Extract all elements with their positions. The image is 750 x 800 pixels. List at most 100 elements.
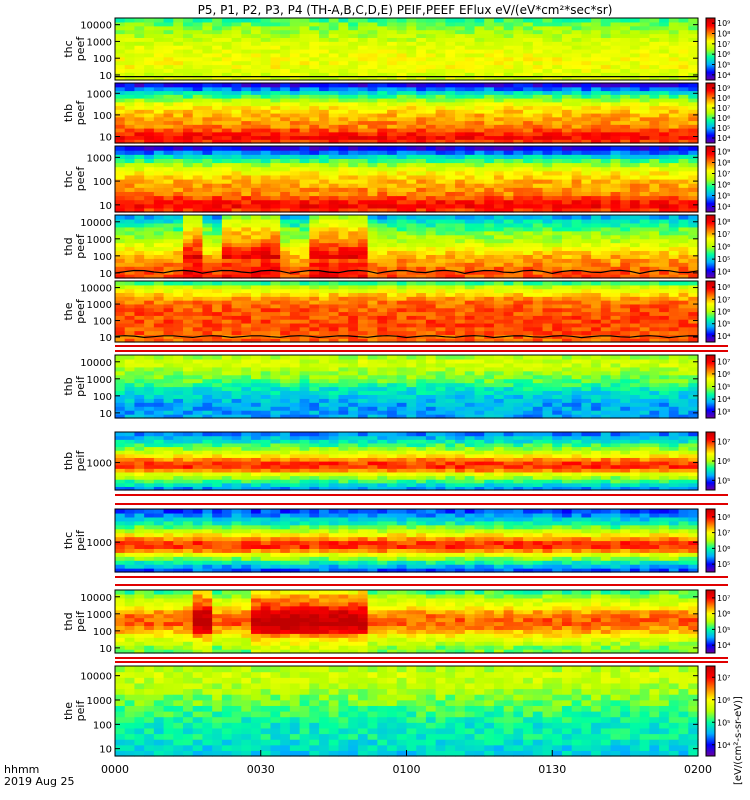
probe-label: thb bbox=[62, 452, 75, 470]
colorbar-tick-label: 10⁷ bbox=[717, 295, 730, 304]
y-tick-label: 10000 bbox=[80, 284, 112, 295]
y-tick-label: 100 bbox=[93, 111, 112, 122]
panel-8: 1000 thc peif 10⁵ 10⁶ 10⁷ 10⁸ bbox=[62, 508, 730, 573]
y-tick-label: 100 bbox=[93, 720, 112, 731]
colorbar-tick-label: 10⁶ bbox=[717, 50, 730, 59]
heatmap-cells bbox=[115, 83, 699, 144]
colorbar-units-label: [eV/(cm²-s-sr-eV)] bbox=[733, 696, 744, 785]
colorbar-tick-label: 10⁷ bbox=[717, 230, 730, 239]
panel-5: 10000 1000 100 10 the peef 10⁴ 10⁵ 10⁶ 10⁷ 10⁸ bbox=[62, 280, 730, 344]
colorbar-tick-label: 10⁵ bbox=[717, 192, 730, 201]
colorbar-tick-label: 10³ bbox=[717, 408, 730, 417]
colorbar: 10⁴ 10⁵ 10⁶ 10⁷ 10⁸ bbox=[705, 280, 730, 343]
product-label: peef bbox=[74, 298, 87, 324]
colorbar: 10⁴ 10⁵ 10⁶ 10⁷ bbox=[705, 589, 730, 654]
colorbar-tick-label: 10⁵ bbox=[717, 718, 730, 727]
colorbar-tick-label: 10⁶ bbox=[717, 114, 730, 123]
colorbar: 10⁴ 10⁵ 10⁶ 10⁷ bbox=[705, 665, 730, 757]
colorbar-tick-label: 10⁵ bbox=[717, 320, 730, 329]
y-tick-label: 100 bbox=[93, 392, 112, 403]
x-tick-label: 0200 bbox=[684, 763, 712, 776]
colorbar-tick-label: 10⁷ bbox=[717, 594, 730, 603]
colorbar-tick-label: 10⁹ bbox=[717, 19, 730, 28]
y-tick-label: 10000 bbox=[80, 672, 112, 683]
colorbar-tick-label: 10⁸ bbox=[717, 30, 730, 39]
heatmap-cells bbox=[115, 18, 699, 81]
colorbar-tick-label: 10⁴ bbox=[717, 134, 730, 143]
y-tick-label: 100 bbox=[93, 177, 112, 188]
colorbar-tick-label: 10⁹ bbox=[717, 148, 730, 157]
panel-6: 10000 1000 100 10 thb peif 10³ 10⁴ 10⁵ 10⁶ 10⁷ bbox=[62, 354, 730, 420]
colorbar: 10⁴ 10⁵ 10⁶ 10⁷ 10⁸ bbox=[705, 214, 730, 279]
panel-3: 1000 100 10 thc peef 10⁴ 10⁵ 10⁶ 10⁷ 10⁸ 10⁹ bbox=[62, 145, 730, 213]
panel-frame bbox=[114, 145, 699, 213]
colorbar-tick-label: 10⁶ bbox=[717, 308, 730, 317]
colorbar-tick-label: 10⁴ bbox=[717, 395, 730, 404]
colorbar-tick-label: 10⁵ bbox=[717, 383, 730, 392]
y-tick-label: 1000 bbox=[87, 153, 112, 164]
y-tick-label: 10 bbox=[99, 201, 112, 212]
colorbar-tick-label: 10⁵ bbox=[717, 476, 730, 485]
colorbar-tick-label: 10⁸ bbox=[717, 217, 730, 226]
y-tick-label: 10 bbox=[99, 269, 112, 280]
colorbar-tick-label: 10⁸ bbox=[717, 94, 730, 103]
x-tick-label: 0030 bbox=[247, 763, 275, 776]
colorbar-tick-label: 10⁴ bbox=[717, 332, 730, 341]
colorbar-tick-label: 10⁸ bbox=[717, 513, 730, 522]
colorbar-tick-label: 10⁴ bbox=[717, 641, 730, 650]
y-tick-label: 1000 bbox=[87, 37, 112, 48]
colorbar-tick-label: 10⁵ bbox=[717, 560, 730, 569]
colorbar-tick-label: 10⁵ bbox=[717, 61, 730, 70]
y-tick-label: 1000 bbox=[87, 610, 112, 621]
product-label: peif bbox=[74, 375, 87, 397]
product-label: peef bbox=[74, 233, 87, 259]
heatmap-cells bbox=[115, 509, 699, 573]
y-tick-label: 100 bbox=[93, 252, 112, 263]
colorbar-tick-label: 10⁵ bbox=[717, 625, 730, 634]
panel-7: 1000 thb peif 10⁵ 10⁶ 10⁷ bbox=[62, 431, 730, 491]
colorbar-tick-label: 10⁶ bbox=[717, 544, 730, 553]
probe-label: thd bbox=[62, 612, 75, 630]
colorbar-tick-label: 10⁹ bbox=[717, 84, 730, 93]
x-tick-label: 0130 bbox=[538, 763, 566, 776]
colorbar: 10⁵ 10⁶ 10⁷ 10⁸ bbox=[705, 508, 730, 573]
probe-label: thc bbox=[62, 532, 75, 549]
y-tick-label: 10 bbox=[99, 333, 112, 344]
y-tick-label: 1000 bbox=[87, 300, 112, 311]
y-tick-label: 10000 bbox=[80, 21, 112, 32]
separator bbox=[115, 576, 728, 586]
y-tick-label: 100 bbox=[93, 317, 112, 328]
time-corner-label: hhmm bbox=[4, 763, 39, 776]
y-tick-label: 10 bbox=[99, 644, 112, 655]
separator bbox=[115, 345, 728, 352]
colorbar-tick-label: 10⁴ bbox=[717, 741, 730, 750]
colorbar-tick-label: 10⁶ bbox=[717, 181, 730, 190]
heatmap-cells bbox=[115, 666, 699, 757]
y-tick-label: 1000 bbox=[87, 459, 112, 470]
colorbar-tick-label: 10⁵ bbox=[717, 124, 730, 133]
panel-frame bbox=[114, 214, 699, 279]
panel-frame bbox=[114, 431, 699, 491]
y-tick-label: 1000 bbox=[87, 696, 112, 707]
probe-label: thc bbox=[62, 170, 75, 187]
x-tick-label: 0100 bbox=[393, 763, 421, 776]
heatmap-cells bbox=[115, 215, 699, 279]
y-tick-label: 10000 bbox=[80, 358, 112, 369]
colorbar-tick-label: 10⁴ bbox=[717, 268, 730, 277]
product-label: peef bbox=[74, 166, 87, 192]
colorbar-tick-label: 10⁴ bbox=[717, 71, 730, 80]
separator bbox=[115, 494, 728, 505]
colorbar-tick-label: 10⁶ bbox=[717, 243, 730, 252]
probe-label: thb bbox=[62, 104, 75, 122]
product-label: peif bbox=[74, 450, 87, 472]
y-tick-label: 1000 bbox=[87, 538, 112, 549]
panel-frame bbox=[114, 508, 699, 573]
y-tick-label: 10000 bbox=[80, 593, 112, 604]
colorbar-tick-label: 10⁷ bbox=[717, 673, 730, 682]
potential-line bbox=[114, 269, 699, 275]
